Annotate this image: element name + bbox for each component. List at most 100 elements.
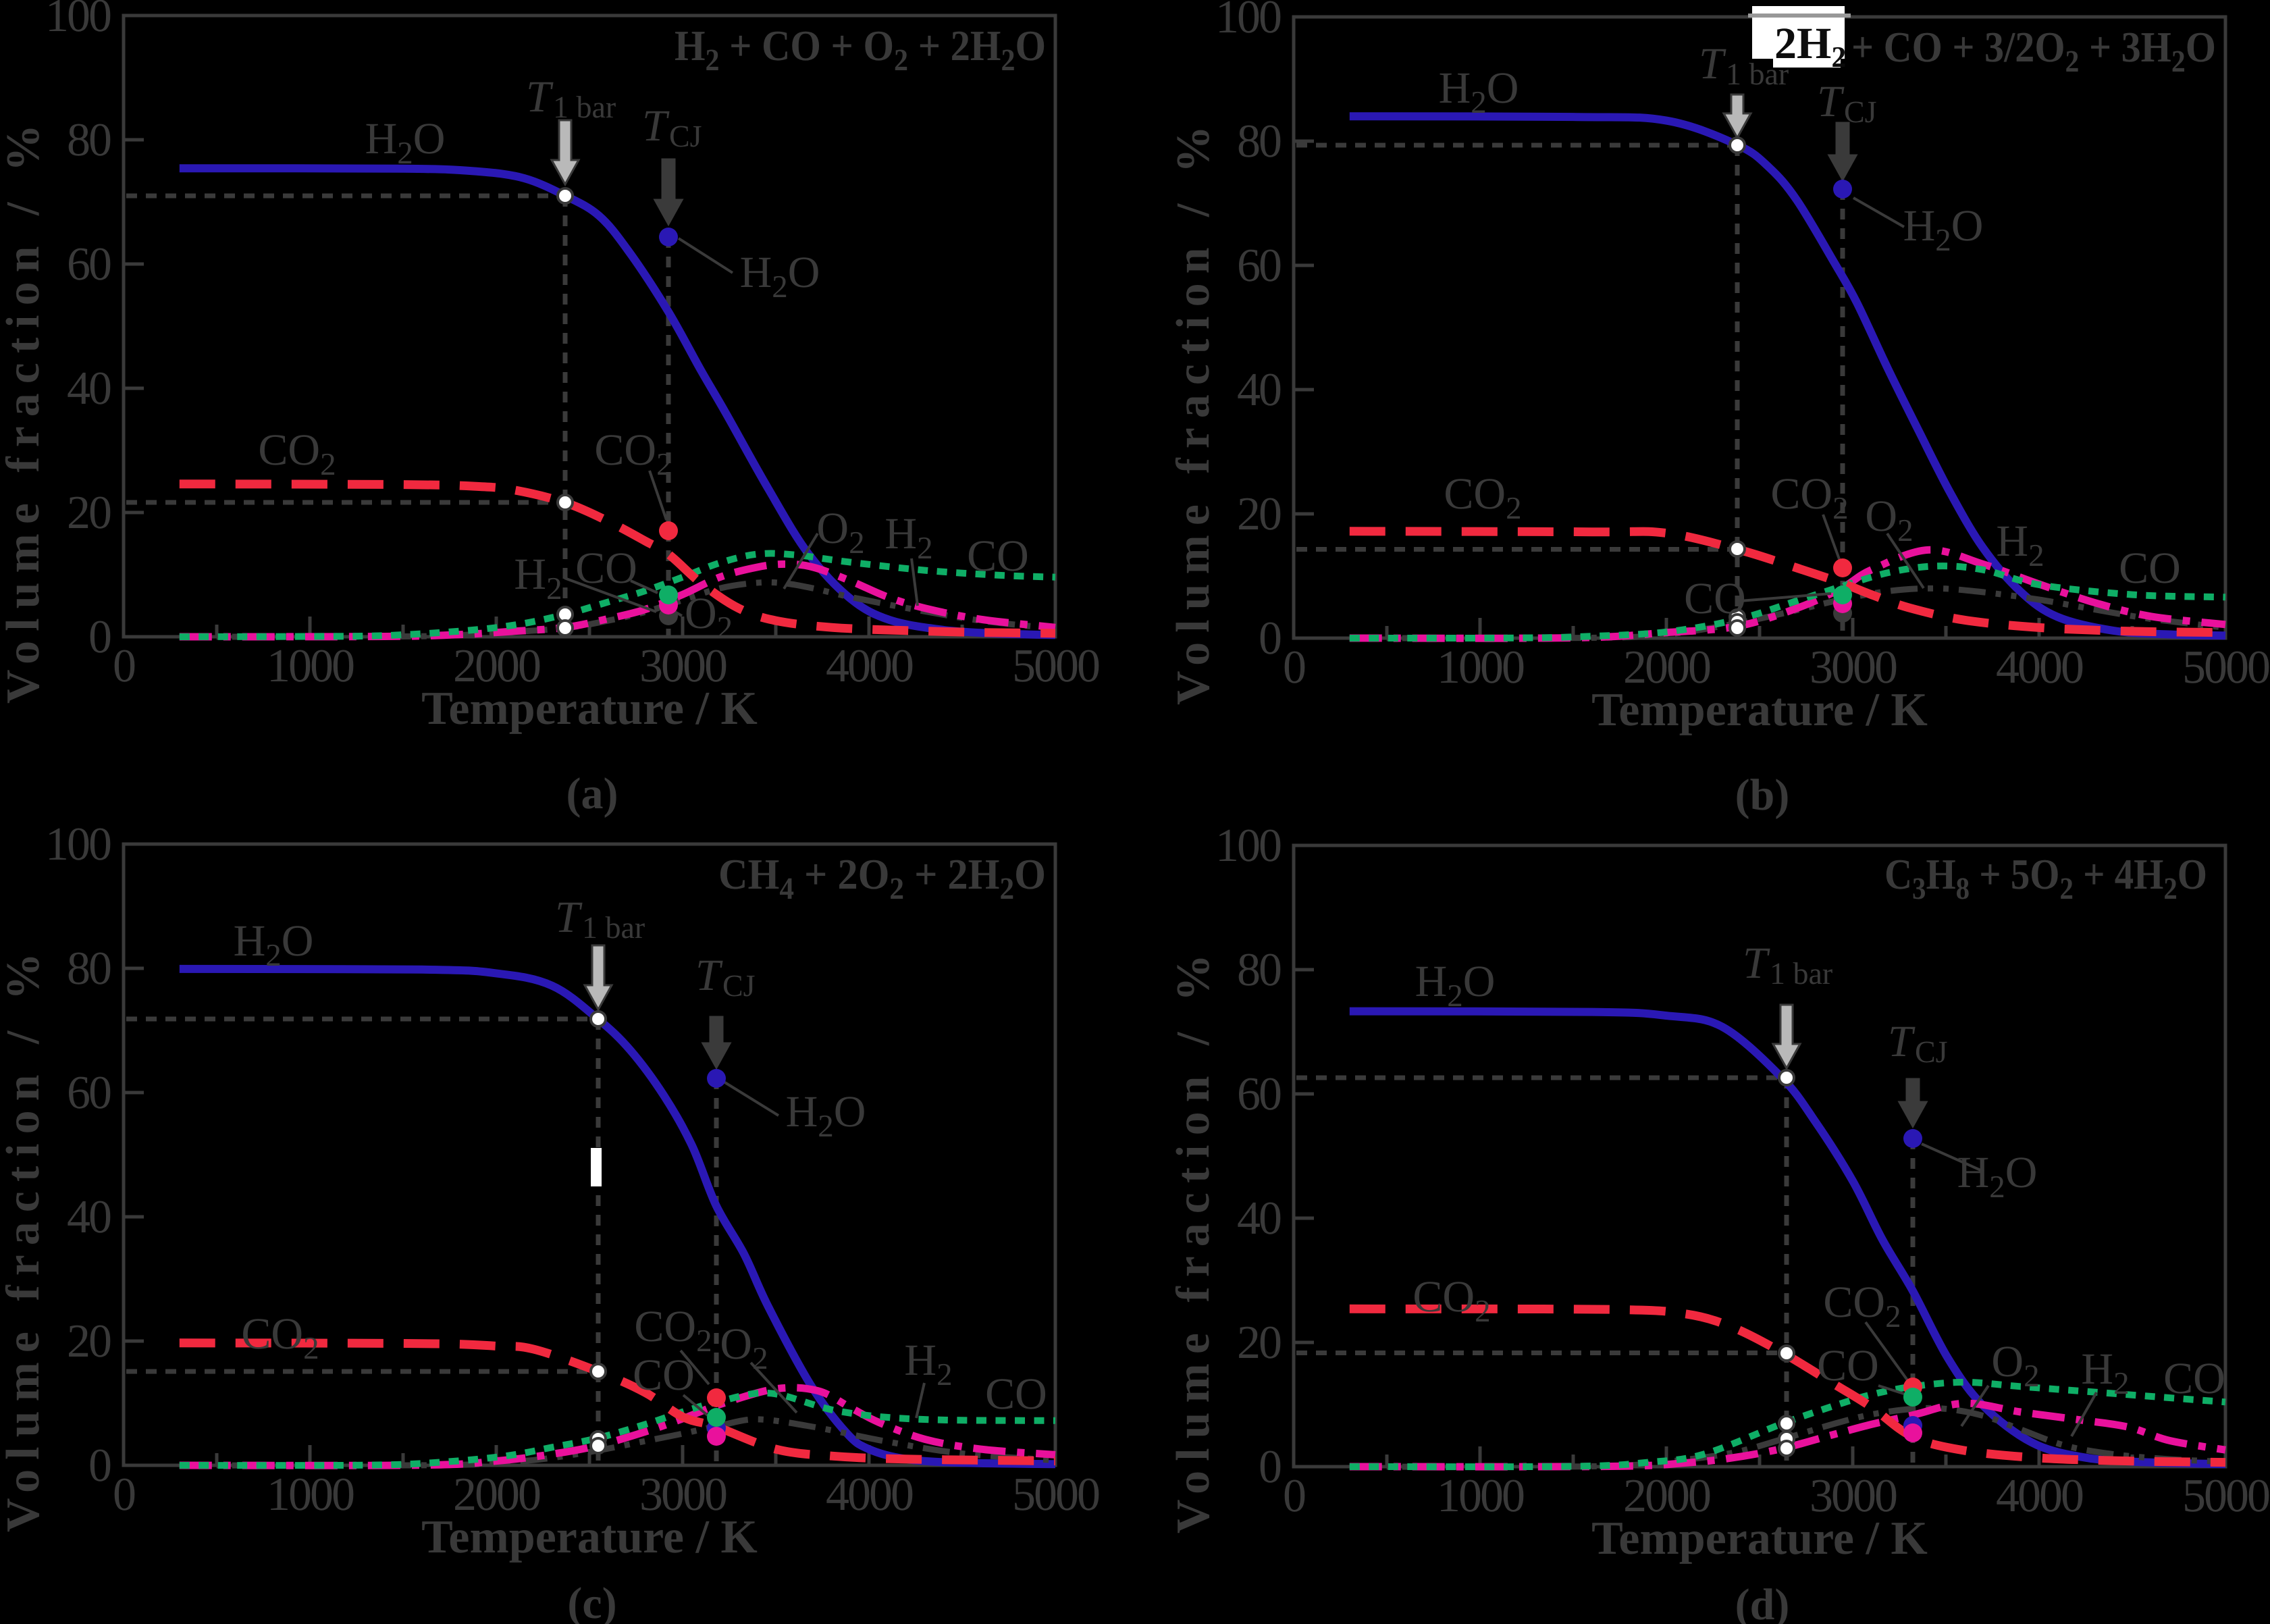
svg-text:CJ: CJ [1844, 95, 1877, 129]
svg-text:4000: 4000 [1996, 1470, 2083, 1522]
svg-text:CO: CO [633, 1351, 695, 1400]
svg-text:20: 20 [67, 487, 111, 539]
svg-text:H2: H2 [514, 550, 562, 606]
svg-text:0: 0 [1259, 1441, 1281, 1493]
svg-text:20: 20 [1237, 488, 1281, 540]
svg-text:0: 0 [88, 1440, 111, 1492]
svg-text:4000: 4000 [826, 640, 913, 692]
svg-text:0: 0 [1259, 612, 1281, 664]
svg-text:H2O: H2O [1415, 957, 1496, 1014]
svg-text:1 bar: 1 bar [1770, 956, 1832, 991]
svg-text:Volume fraction / %: Volume fraction / % [0, 943, 49, 1532]
svg-text:Temperature / K: Temperature / K [421, 1511, 758, 1563]
svg-text:5000: 5000 [1012, 1469, 1099, 1521]
svg-text:60: 60 [67, 1067, 111, 1119]
svg-text:O2: O2 [685, 589, 733, 646]
svg-text:T: T [695, 951, 723, 1000]
svg-text:+ CO + 3/2O2 + 3H2O: + CO + 3/2O2 + 3H2O [1851, 23, 2216, 78]
svg-text:5000: 5000 [2182, 1470, 2269, 1522]
svg-text:(d): (d) [1735, 1580, 1790, 1624]
svg-text:1 bar: 1 bar [582, 910, 645, 945]
svg-text:1000: 1000 [267, 640, 354, 692]
svg-text:100: 100 [45, 818, 111, 870]
svg-text:CO2: CO2 [634, 1302, 712, 1359]
svg-text:H2O: H2O [740, 248, 820, 305]
svg-text:O2: O2 [1991, 1337, 2039, 1394]
svg-text:60: 60 [1237, 1068, 1281, 1120]
svg-text:T: T [1699, 39, 1726, 88]
svg-text:T: T [642, 101, 670, 151]
svg-text:40: 40 [1237, 364, 1281, 416]
svg-text:80: 80 [67, 943, 111, 995]
svg-text:5000: 5000 [1012, 640, 1099, 692]
svg-text:CO: CO [1684, 574, 1746, 623]
svg-text:H2O: H2O [1903, 201, 1984, 258]
svg-text:(a): (a) [566, 769, 618, 818]
svg-text:100: 100 [1215, 0, 1281, 43]
svg-text:(c): (c) [567, 1579, 616, 1624]
svg-text:0: 0 [113, 640, 135, 692]
svg-text:T: T [1817, 77, 1845, 126]
svg-text:CO2: CO2 [1770, 469, 1848, 526]
svg-text:1000: 1000 [267, 1469, 354, 1521]
svg-text:0: 0 [1283, 1470, 1305, 1522]
svg-text:O2: O2 [1865, 492, 1913, 548]
svg-text:60: 60 [67, 238, 111, 290]
svg-text:CJ: CJ [669, 119, 702, 153]
svg-text:O2: O2 [816, 504, 864, 560]
svg-text:Volume fraction / %: Volume fraction / % [1167, 945, 1219, 1534]
svg-text:40: 40 [1237, 1193, 1281, 1245]
svg-text:2000: 2000 [453, 1469, 540, 1521]
svg-text:4000: 4000 [826, 1469, 913, 1521]
svg-text:H2O: H2O [234, 916, 314, 973]
svg-text:H2: H2 [1996, 517, 2044, 573]
svg-text:CJ: CJ [722, 968, 756, 1003]
svg-text:1000: 1000 [1437, 1470, 1524, 1522]
svg-text:40: 40 [67, 363, 111, 415]
svg-text:CO: CO [575, 544, 637, 593]
svg-text:H2: H2 [885, 509, 932, 566]
svg-text:Temperature / K: Temperature / K [1591, 1513, 1928, 1565]
svg-text:C3H8 + 5O2 + 4H2O: C3H8 + 5O2 + 4H2O [1884, 850, 2207, 906]
svg-text:H2 + CO + O2 + 2H2O: H2 + CO + O2 + 2H2O [675, 22, 1046, 77]
svg-text:2000: 2000 [453, 640, 540, 692]
svg-text:100: 100 [45, 0, 111, 42]
svg-text:60: 60 [1237, 240, 1281, 292]
svg-text:CO2: CO2 [258, 425, 336, 482]
svg-text:H2: H2 [904, 1336, 952, 1392]
svg-text:CJ: CJ [1915, 1034, 1948, 1069]
svg-text:0: 0 [113, 1469, 135, 1521]
svg-text:T: T [1888, 1017, 1916, 1066]
svg-text:0: 0 [1283, 641, 1305, 693]
svg-text:H2O: H2O [365, 114, 446, 171]
svg-text:CO2: CO2 [1823, 1278, 1901, 1334]
svg-text:CO: CO [2163, 1354, 2225, 1403]
svg-text:3000: 3000 [639, 1469, 727, 1521]
svg-text:80: 80 [1237, 115, 1281, 167]
svg-text:20: 20 [1237, 1317, 1281, 1369]
svg-text:4000: 4000 [1996, 641, 2083, 693]
svg-text:CO2: CO2 [1444, 469, 1521, 526]
svg-text:T: T [1743, 939, 1770, 988]
svg-text:CH4 + 2O2 + 2H2O: CH4 + 2O2 + 2H2O [718, 850, 1046, 906]
svg-text:H2O: H2O [786, 1087, 866, 1144]
svg-text:H2O: H2O [1439, 63, 1519, 120]
svg-text:CO: CO [2119, 544, 2181, 593]
svg-text:CO2: CO2 [1413, 1272, 1490, 1329]
svg-text:2000: 2000 [1623, 1470, 1710, 1522]
svg-text:2000: 2000 [1623, 641, 1710, 693]
svg-text:Temperature / K: Temperature / K [1591, 684, 1928, 736]
svg-text:CO2: CO2 [594, 425, 672, 482]
svg-text:40: 40 [67, 1191, 111, 1243]
svg-text:H2: H2 [2081, 1344, 2129, 1401]
svg-text:O2: O2 [720, 1319, 768, 1376]
svg-text:CO: CO [967, 531, 1029, 581]
svg-text:3000: 3000 [1810, 1470, 1897, 1522]
svg-text:80: 80 [1237, 944, 1281, 996]
svg-text:3000: 3000 [1810, 641, 1897, 693]
svg-text:H2O: H2O [1957, 1148, 2038, 1205]
svg-text:0: 0 [88, 611, 111, 663]
svg-text:20: 20 [67, 1315, 111, 1367]
svg-text:T: T [555, 893, 583, 942]
svg-text:1 bar: 1 bar [1726, 57, 1789, 91]
